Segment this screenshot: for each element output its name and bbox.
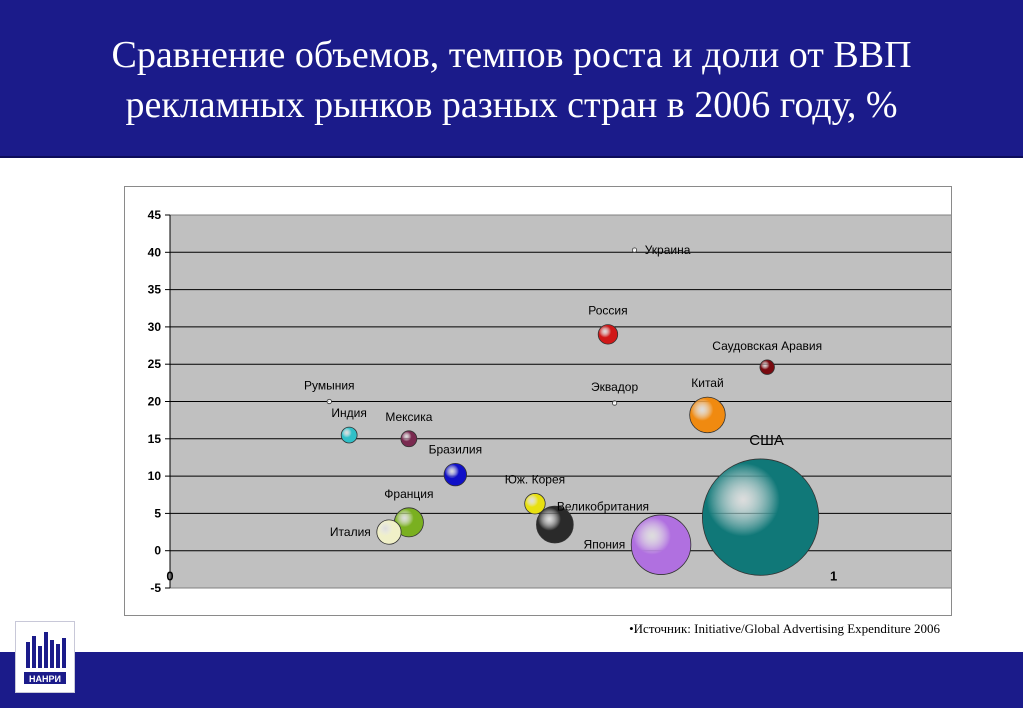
bubble-label: Юж. Корея <box>505 472 565 486</box>
bubble-label: Мексика <box>385 410 432 424</box>
bubble-label: Румыния <box>304 378 355 392</box>
y-tick-label: -5 <box>150 581 161 595</box>
bubble-3 <box>759 359 775 375</box>
bubble-13 <box>376 519 402 545</box>
page-title: Сравнение объемов, темпов роста и доли о… <box>30 30 993 130</box>
y-tick-label: 10 <box>148 469 162 483</box>
source-note: •Источник: Initiative/Global Advertising… <box>629 621 940 636</box>
bubble-10 <box>524 493 546 515</box>
bubble-label: Япония <box>584 538 626 552</box>
y-tick-label: 0 <box>154 544 161 558</box>
logo-text: НАНРИ <box>29 674 61 684</box>
bubble-label: Индия <box>331 406 366 420</box>
chart-frame: -5 0 5 10 15 20 25 30 35 40 45 Украина Россия Саудовс… <box>124 186 952 616</box>
bubble-label: Эквадор <box>591 380 638 394</box>
bubble-8 <box>400 430 418 448</box>
x-tick-label: 0 <box>166 568 173 583</box>
nanri-logo: НАНРИ <box>15 621 75 693</box>
y-tick-label: 25 <box>148 357 162 371</box>
y-tick-label: 45 <box>148 208 162 222</box>
bubble-label: Бразилия <box>429 442 483 456</box>
bubble-11 <box>536 505 574 544</box>
title-line-1: Сравнение объемов, темпов роста и доли о… <box>111 34 912 76</box>
header-banner: Сравнение объемов, темпов роста и доли о… <box>0 0 1023 158</box>
title-line-2: рекламных рынков разных стран в 2006 год… <box>125 84 898 126</box>
bubble-14 <box>630 514 692 575</box>
bubble-chart: -5051015202530354045УкраинаРоссияСаудовс… <box>148 208 951 595</box>
bubble-1 <box>631 247 638 253</box>
bubble-label: Саудовская Аравия <box>712 339 822 353</box>
bubble-6 <box>689 396 726 434</box>
y-tick-label: 20 <box>148 395 162 409</box>
bubble-15 <box>701 458 820 576</box>
bubble-label: Украина <box>645 243 691 257</box>
bubble-2 <box>597 324 619 345</box>
bubble-label: США <box>749 432 784 449</box>
bubble-5 <box>611 400 618 406</box>
bubble-label: Франция <box>384 487 433 501</box>
y-tick-label: 40 <box>148 245 162 259</box>
y-tick-label: 35 <box>148 283 162 297</box>
bubble-4 <box>326 398 332 405</box>
bubble-label: Россия <box>588 304 627 318</box>
x-tick-label: 1 <box>830 568 837 583</box>
y-tick-label: 5 <box>154 506 161 520</box>
y-tick-label: 30 <box>148 320 162 334</box>
bubble-label: Великобритания <box>557 500 649 514</box>
bubble-label: Италия <box>330 525 371 539</box>
y-tick-label: 15 <box>148 432 162 446</box>
bubble-7 <box>340 426 358 444</box>
bubble-label: Китай <box>691 376 723 390</box>
bubble-9 <box>443 462 467 487</box>
footer-bar <box>0 652 1023 708</box>
logo-bars-icon: НАНРИ <box>24 632 66 684</box>
